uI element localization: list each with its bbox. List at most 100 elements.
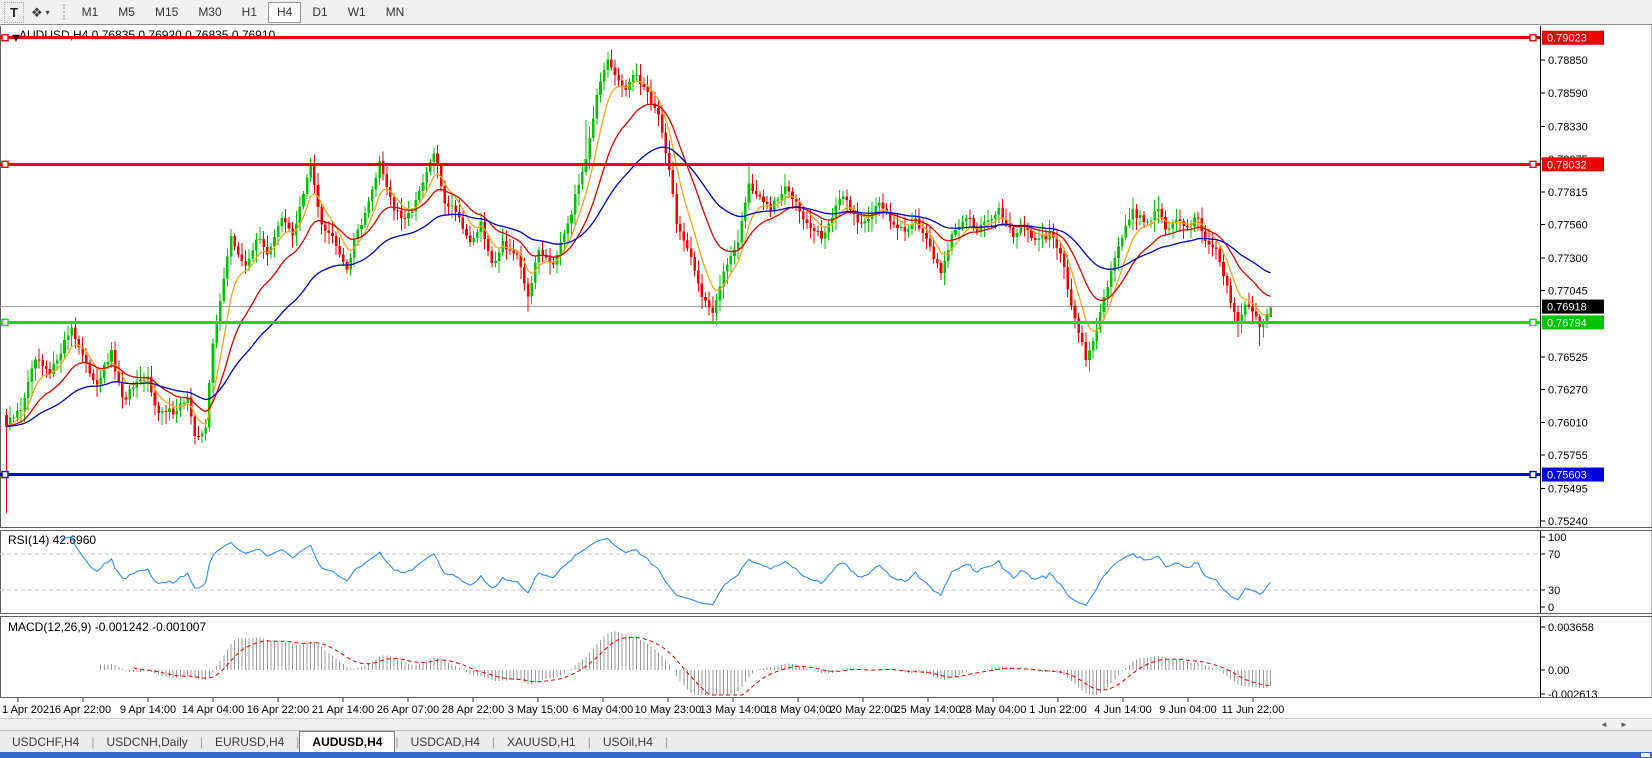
level-handle[interactable] [1529,470,1537,479]
rsi-tick-label: 0 [1548,602,1554,613]
horizontal-scrollbar[interactable]: ◄ ► [0,718,1652,730]
time-tick-label: 9 Apr 14:00 [120,704,176,716]
price-tick-label: 0.75495 [1548,483,1588,495]
time-tick-label: 9 Jun 04:00 [1159,704,1217,716]
price-badge [1542,315,1604,330]
tab-separator: | [664,734,668,749]
price-badge [1542,157,1604,172]
price-badge-label: 0.78032 [1547,159,1587,171]
tab-separator: | [395,734,399,749]
time-tick-label: 11 Jun 22:00 [1222,704,1285,716]
price-badge-label: 0.75603 [1547,470,1587,482]
status-strip [0,752,1652,758]
price-tick-label: 0.78330 [1548,121,1588,133]
time-tick-label: 25 May 14:00 [895,704,962,716]
chart-style-button[interactable]: ❖ ▾ [26,2,55,23]
level-handle[interactable] [1,160,9,169]
price-tick-label: 0.77815 [1548,187,1588,199]
price-tick-label: 0.75755 [1548,450,1588,462]
time-tick-label: 13 May 14:00 [700,704,767,716]
rsi-plot[interactable]: 100 70 30 0 [0,531,1652,613]
time-tick-label: 28 May 04:00 [960,704,1027,716]
time-axis[interactable]: 1 Apr 2021 6 Apr 22:00 9 Apr 14:00 14 Apr 0… [0,698,1652,718]
time-tick-label: 10 May 23:00 [635,704,702,716]
candles-layer [5,49,1272,514]
timeframe-button-w1[interactable]: W1 [347,5,366,19]
time-tick-label: 6 Apr 22:00 [55,704,111,716]
time-tick-label: 20 May 22:00 [830,704,897,716]
chart-tab-bar: USDCHF,H4 | USDCNH,Daily | EURUSD,H4 | AUDUSD,… [0,730,1652,752]
timeframe-button-m15[interactable]: M15 [154,5,179,19]
rsi-tick-label: 70 [1548,549,1560,561]
macd-label: MACD(12,26,9) -0.001242 -0.001007 [8,620,207,634]
price-tick-label: 0.76270 [1548,384,1588,396]
level-handle[interactable] [1529,34,1537,42]
price-tick-label: 0.76010 [1548,418,1588,430]
chevron-down-icon: ▾ [45,7,50,17]
tab-eurusd-h4[interactable]: EURUSD,H4 [214,734,285,749]
panel-splitter[interactable] [0,527,1652,531]
toolbar: T ❖ ▾ M1 M5 M15 M30 H1 H4 D1 W1 MN [0,0,1652,25]
macd-signal-line [133,636,1271,696]
time-tick-label: 3 May 15:00 [508,704,569,716]
price-badge-label: 0.76918 [1547,302,1587,314]
timeframe-button-d1[interactable]: D1 [312,5,328,19]
main-chart-plot[interactable]: 0.788500.785900.783300.780750.778150.775… [0,26,1652,527]
price-tick-label: 0.76525 [1548,352,1588,364]
price-tick-label: 0.78850 [1548,55,1588,67]
text-tool-button[interactable]: T [4,1,24,23]
timeframe-button-mn[interactable]: MN [385,5,405,19]
panel-splitter[interactable] [0,613,1652,617]
macd-tick-label: 0.003658 [1548,622,1594,634]
price-tick-label: 0.77560 [1548,220,1588,232]
time-tick-label: 28 Apr 22:00 [442,704,504,716]
diamonds-icon: ❖ [30,4,43,20]
line-marker-icon [12,34,20,42]
tab-separator: | [91,734,95,749]
macd-histogram [100,631,1272,695]
tab-separator: | [296,734,300,749]
ma-medium-line [6,103,1271,428]
tab-usoil-h4[interactable]: USOil,H4 [602,734,653,749]
tab-separator: | [491,734,496,749]
rsi-tick-label: 100 [1548,532,1566,544]
level-handle[interactable] [1529,160,1537,169]
time-tick-label: 21 Apr 14:00 [312,704,374,716]
level-handle[interactable] [1,470,9,479]
ma-fast-line [6,80,1271,428]
timeframe-button-m1[interactable]: M1 [81,5,99,19]
rsi-line [60,536,1272,607]
chart-left-border [0,26,1,697]
panel-divider [0,697,1652,698]
time-tick-label: 16 Apr 22:00 [247,704,309,716]
timeframe-button-m30[interactable]: M30 [198,5,222,19]
price-badge [1542,299,1604,314]
timeframe-button-h1[interactable]: H1 [241,5,257,19]
price-badge [1542,467,1604,482]
timeframe-button-m5[interactable]: M5 [118,5,135,19]
price-tick-label: 0.77045 [1548,285,1588,297]
tab-separator: | [199,734,203,749]
level-handle[interactable] [1,318,9,327]
price-badge-label: 0.76794 [1547,317,1587,329]
scroll-left-button[interactable]: ◄ [1600,720,1608,729]
time-tick-label: 1 Apr 2021 [2,704,55,716]
level-handle[interactable] [1,34,9,42]
macd-plot[interactable]: 0.003658 0.00 -0.002613 [0,617,1652,697]
tab-separator: | [587,734,591,749]
tab-usdcad-h4[interactable]: USDCAD,H4 [410,734,480,749]
timeframe-button-h4[interactable]: H4 [268,1,302,23]
scroll-right-button[interactable]: ► [1620,720,1628,729]
time-tick-label: 26 Apr 07:00 [377,704,439,716]
rsi-tick-label: 30 [1548,585,1560,597]
price-tick-label: 0.77300 [1548,253,1588,265]
tab-xauusd-h1[interactable]: XAUUSD,H1 [507,734,576,749]
tab-usdcnh-daily[interactable]: USDCNH,Daily [106,734,188,749]
tab-usdchf-h4[interactable]: USDCHF,H4 [12,734,80,749]
time-tick-label: 6 May 04:00 [573,704,634,716]
tab-audusd-h4[interactable]: AUDUSD,H4 [299,731,396,752]
macd-tick-label: -0.002613 [1548,689,1598,697]
time-tick-label: 14 Apr 04:00 [182,704,244,716]
ma-slow-line [6,146,1271,428]
level-handle[interactable] [1529,318,1537,327]
